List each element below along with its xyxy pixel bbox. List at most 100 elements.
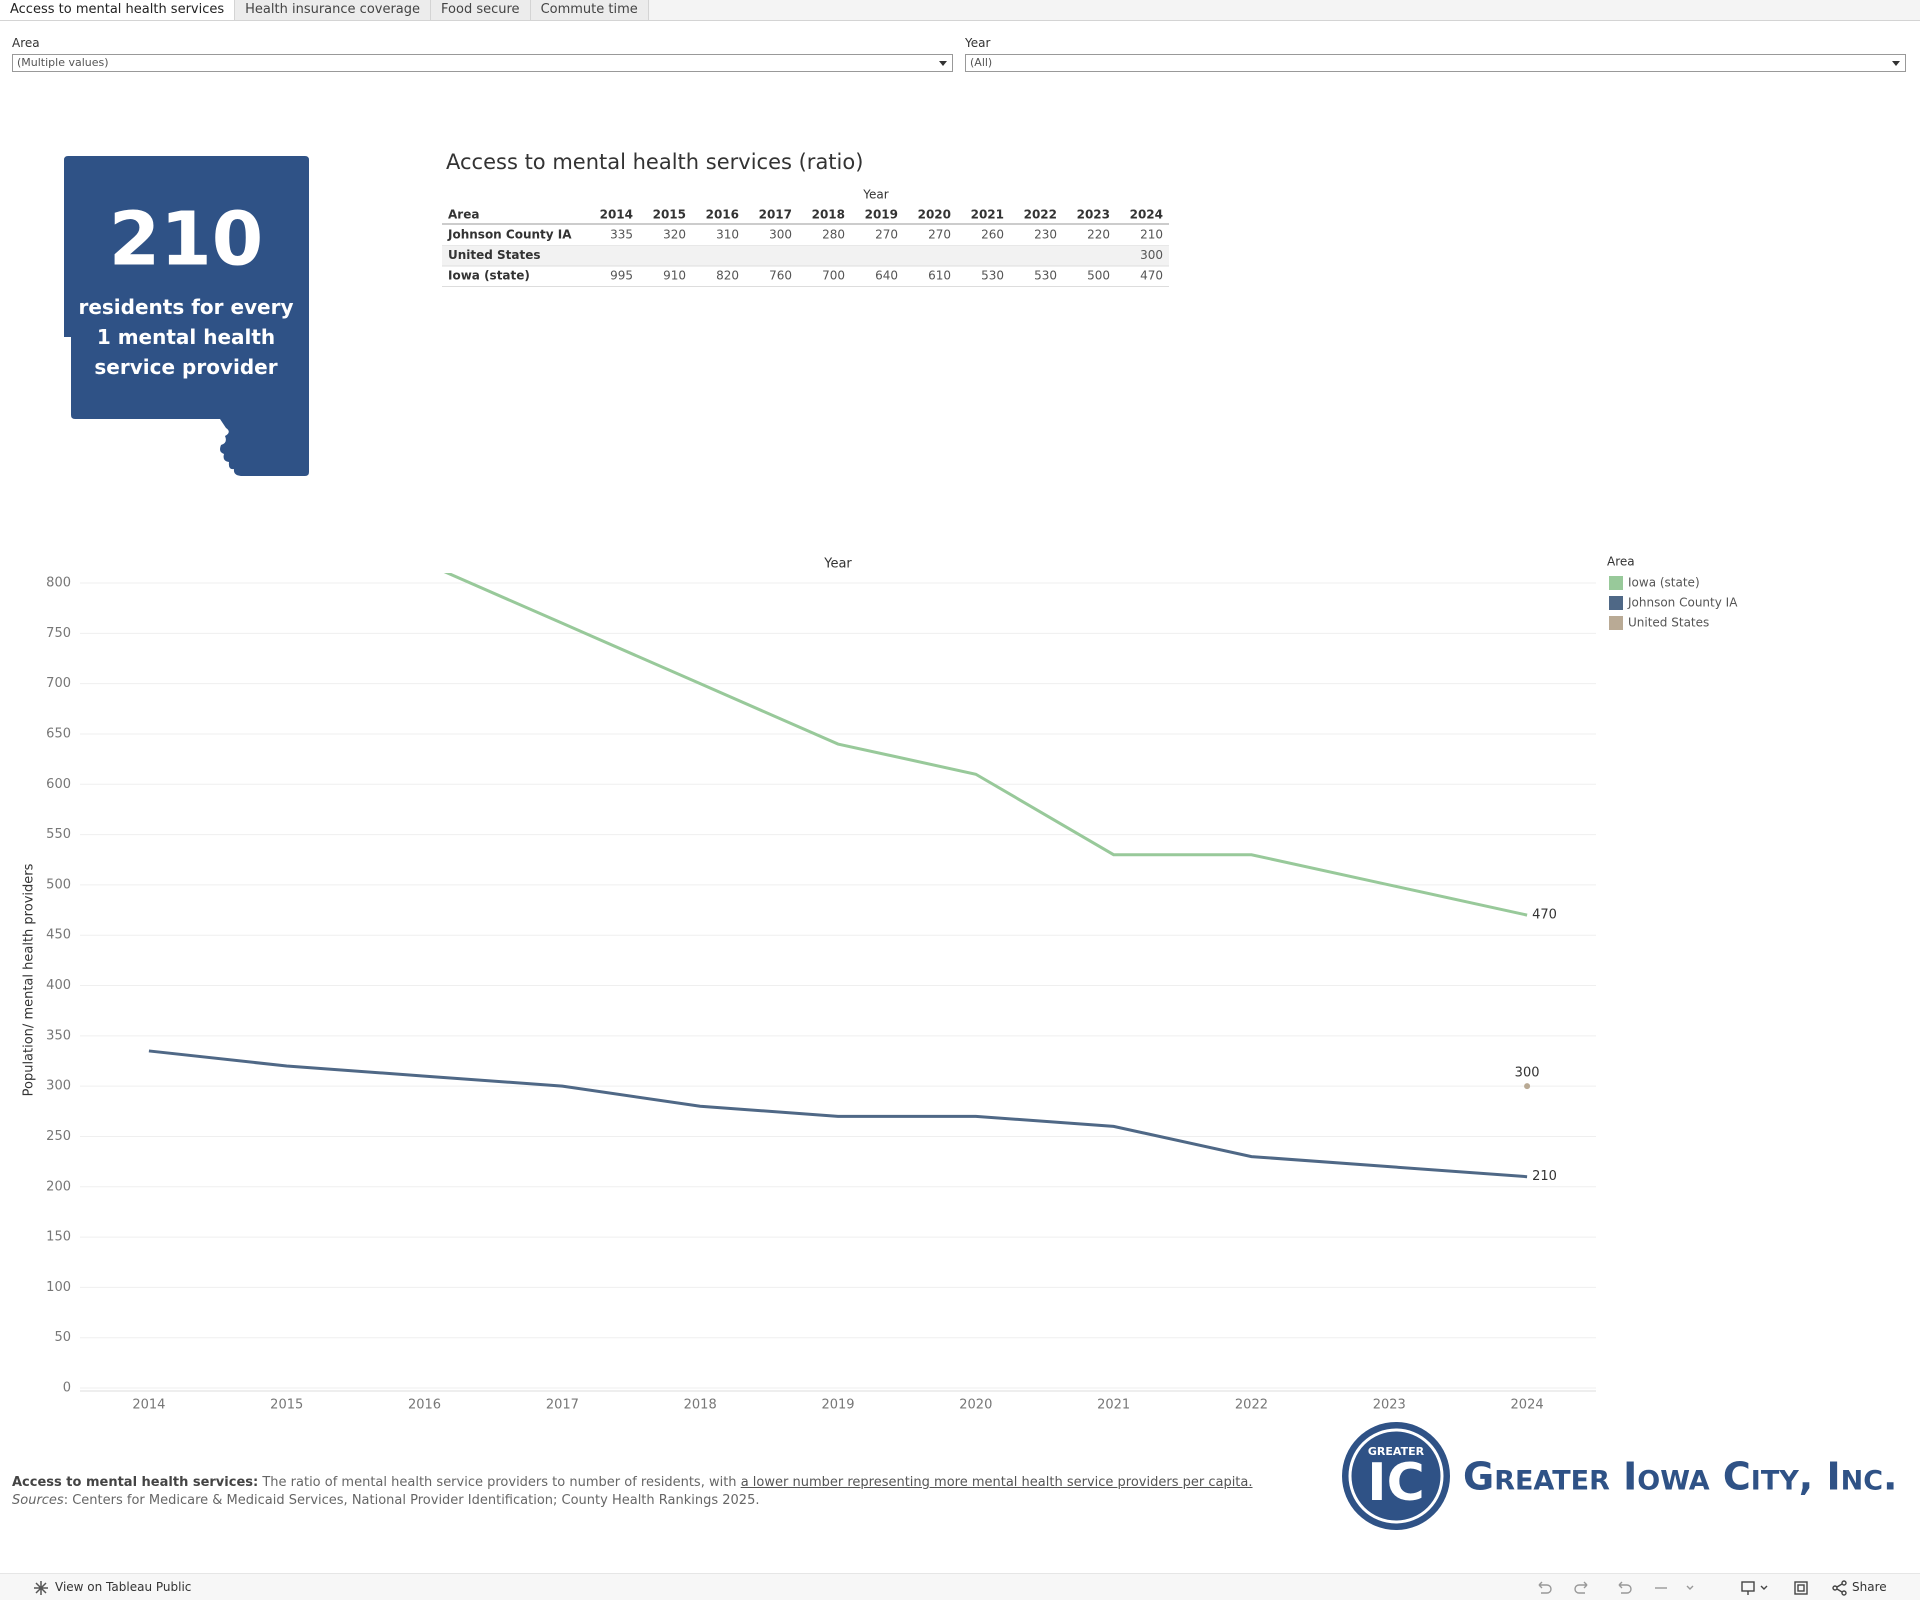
table-column-label: 2021 [971,208,1004,222]
line-chart: Year Population/ mental health providers 0… [22,555,1739,1413]
data-label: 210 [1532,1169,1557,1184]
filter-dropdown[interactable]: (All) [965,54,1906,72]
share-icon [1832,1580,1847,1596]
table-column-label: 2022 [1024,208,1057,222]
x-tick-label: 2021 [1097,1398,1130,1413]
footnote-sources: : Centers for Medicare & Medicaid Servic… [63,1493,760,1508]
x-tick-label: 2015 [270,1398,303,1413]
footnote: Access to mental health services: The ra… [12,1474,1302,1510]
table-cell: 500 [1087,269,1110,283]
toolbar: View on Tableau Public Share [0,1573,1920,1600]
table-cell: 760 [769,269,792,283]
logo-badge-top: GREATER [1368,1445,1425,1458]
data-table: Year Area 2014 2015 2016 2017 2018 2019 2020 2021… [442,188,1169,287]
legend-swatch [1609,616,1623,630]
y-tick-label: 0 [63,1381,71,1396]
table-row-label: United States [448,248,541,262]
table-cell: 335 [610,228,633,242]
x-tick-label: 2019 [821,1398,854,1413]
table-column-label: 2023 [1077,208,1110,222]
y-tick-label: 400 [46,978,71,993]
table-cell: 640 [875,269,898,283]
footnote-sources-label: Sources [12,1493,64,1508]
filter-value: (All) [970,56,993,69]
y-tick-label: 50 [54,1330,71,1345]
table-row-label: Johnson County IA [447,228,572,242]
tab[interactable]: Food secure [431,0,531,20]
filter-dropdown[interactable]: (Multiple values) [12,54,953,72]
table-cell: 820 [716,269,739,283]
table-row-band [442,245,1169,266]
y-tick-label: 150 [46,1230,71,1245]
view-on-tableau[interactable]: View on Tableau Public [55,1580,192,1594]
line [148,1049,1528,1179]
table-cell: 300 [769,228,792,242]
table-cell: 310 [716,228,739,242]
x-tick-label: 2022 [1235,1398,1268,1413]
y-tick-label: 250 [46,1129,71,1144]
filter-label: Area [12,36,40,50]
table-cell: 910 [663,269,686,283]
table-cell: 995 [610,269,633,283]
legend-label: United States [1628,616,1709,630]
y-tick-label: 100 [46,1280,71,1295]
table-cell: 610 [928,269,951,283]
table-column-label: 2017 [759,208,792,222]
data-label: 300 [1515,1066,1540,1081]
kpi-value: 210 [109,197,263,283]
x-tick-label: 2018 [684,1398,717,1413]
tab[interactable]: Health insurance coverage [235,0,432,20]
table-column-label: 2024 [1130,208,1163,222]
filter-label: Year [965,36,991,50]
logo-text: Greater Iowa City, Inc. [1463,1455,1897,1499]
toolbar-icons [1538,1581,1808,1595]
table-column-label: 2018 [812,208,845,222]
y-tick-label: 350 [46,1028,71,1043]
logo: GREATER IC Greater Iowa City, Inc. [1342,1422,1897,1530]
y-tick-label: 450 [46,928,71,943]
y-tick-label: 500 [46,877,71,892]
table-cell: 270 [928,228,951,242]
table-column-header: Year [862,188,888,202]
table-row-label: Iowa (state) [448,269,530,283]
legend-swatch [1609,576,1623,590]
table-cell: 300 [1140,248,1163,262]
y-tick-label: 800 [46,576,71,591]
table-title: Access to mental health services (ratio) [446,150,863,174]
x-tick-label: 2017 [546,1398,579,1413]
share[interactable]: Share [1852,1580,1887,1594]
table-cell: 260 [981,228,1004,242]
x-axis-title: Year [823,557,852,572]
table-column-label: 2020 [918,208,951,222]
table-column-label: 2015 [653,208,686,222]
kpi-text-box: residents for every 1 mental health serv… [78,295,294,379]
table-cell: 530 [981,269,1004,283]
legend-title: Area [1607,555,1635,569]
kpi-county-shape [64,156,309,476]
table-row-header: Area [448,208,479,222]
table-cell: 700 [822,269,845,283]
footnote-text: The ratio of mental health service provi… [262,1475,737,1490]
x-tick-label: 2024 [1511,1398,1544,1413]
y-axis-title: Population/ mental health providers [22,863,37,1096]
table-cell: 470 [1140,269,1163,283]
tab[interactable]: Commute time [530,0,649,20]
footnote-label: Access to mental health services: [12,1475,259,1490]
logo-badge: IC [1367,1453,1425,1513]
tab[interactable]: Access to mental health services [0,0,236,20]
table-cell: 230 [1034,228,1057,242]
x-tick-label: 2014 [132,1398,165,1413]
table-column-label: 2019 [865,208,898,222]
footnote-link[interactable]: a lower number representing more mental … [740,1475,1253,1490]
table-cell: 320 [663,228,686,242]
y-tick-label: 600 [46,777,71,792]
legend-label: Johnson County IA [1627,596,1738,610]
kpi-text: residents for every 1 mental health serv… [78,295,294,379]
legend-swatch [1609,596,1623,610]
y-tick-label: 550 [46,827,71,842]
data-label: 470 [1532,908,1557,923]
line [443,573,1528,917]
tab-bar: Access to mental health services Health … [0,0,1920,21]
